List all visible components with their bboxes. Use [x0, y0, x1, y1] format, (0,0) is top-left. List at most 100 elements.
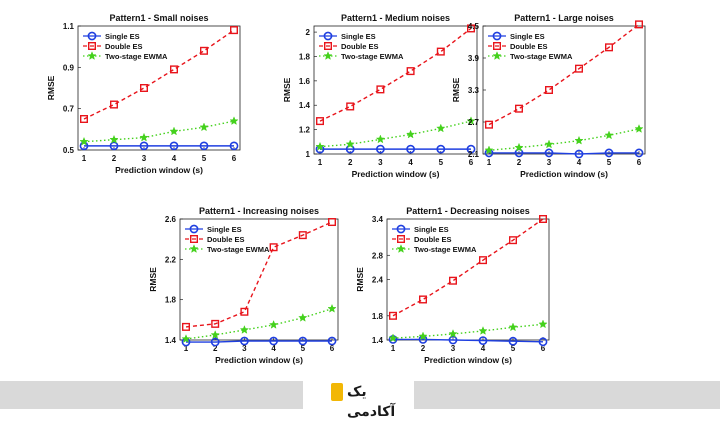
data-point: [298, 336, 308, 346]
plot-frame: [77, 25, 241, 151]
legend-marker: [323, 31, 333, 41]
data-point: [199, 141, 209, 151]
data-point: [545, 85, 554, 94]
y-axis-label: RMSE: [148, 267, 158, 292]
data-point: [448, 335, 458, 345]
data-point: [508, 322, 518, 332]
data-point: [346, 102, 355, 111]
x-tick-label: 2: [421, 344, 426, 353]
data-point: [515, 104, 524, 113]
chart-4: Pattern1 - Increasing noises Prediction w…: [148, 206, 339, 365]
series-two-stage-ewma: [181, 303, 337, 343]
data-point: [575, 64, 584, 73]
x-tick-label: 6: [637, 158, 642, 167]
legend-label: Single ES: [414, 225, 449, 234]
y-axis-label: RMSE: [451, 77, 461, 102]
x-tick-label: 4: [481, 344, 486, 353]
site-logo[interactable]: یک آکادمی: [303, 375, 414, 420]
data-point: [169, 65, 178, 74]
x-tick-label: 2: [112, 154, 117, 163]
x-tick-label: 3: [242, 344, 247, 353]
y-axis-label: RMSE: [282, 77, 292, 102]
chart-title: Pattern1 - Large noises: [514, 13, 614, 23]
series-double-es: [389, 214, 548, 320]
legend-marker: [324, 42, 333, 51]
series-single-es: [79, 141, 239, 151]
data-point: [229, 116, 239, 126]
y-tick-label: 3.9: [468, 54, 480, 63]
data-point: [109, 100, 118, 109]
series-double-es: [485, 20, 644, 129]
x-tick-label: 6: [541, 344, 546, 353]
chart-5: Pattern1 - Decreasing noises Prediction w…: [355, 206, 550, 365]
legend-marker: [189, 224, 199, 234]
legend-label: Double ES: [341, 42, 379, 51]
data-point: [539, 214, 548, 223]
y-tick-label: 2.8: [372, 251, 384, 260]
series-two-stage-ewma: [315, 116, 476, 151]
series-line: [392, 323, 544, 339]
x-tick-label: 2: [213, 344, 218, 353]
data-point: [239, 325, 250, 334]
data-point: [574, 135, 584, 145]
data-point: [316, 117, 325, 126]
data-point: [181, 322, 190, 331]
x-tick-label: 4: [271, 344, 276, 353]
chart-title: Pattern1 - Increasing noises: [199, 206, 319, 216]
data-point: [139, 132, 149, 142]
y-tick-label: 1: [306, 150, 311, 159]
data-point: [634, 148, 644, 158]
data-point: [467, 24, 476, 33]
plot-frame: [386, 218, 550, 341]
data-point: [514, 142, 524, 152]
legend-marker: [87, 31, 97, 41]
data-point: [478, 326, 488, 335]
legend-marker: [189, 244, 199, 253]
series-single-es: [484, 148, 644, 159]
y-tick-label: 1.4: [372, 336, 384, 345]
series-line: [393, 338, 544, 343]
chart-title: Pattern1 - Small noises: [109, 13, 208, 23]
legend-label: Single ES: [510, 32, 545, 41]
data-point: [79, 114, 88, 123]
charts-canvas: Pattern1 - Small noises Prediction window…: [46, 13, 646, 365]
x-tick-label: 3: [451, 344, 456, 353]
data-point: [268, 319, 279, 329]
legend-label: Single ES: [207, 225, 242, 234]
series-line: [319, 120, 472, 148]
data-point: [508, 336, 518, 346]
data-point: [544, 148, 554, 158]
y-tick-label: 2.2: [165, 255, 177, 264]
series-line: [319, 27, 472, 122]
y-tick-label: 4.5: [468, 22, 480, 31]
x-tick-label: 1: [487, 158, 492, 167]
y-tick-label: 0.9: [63, 63, 75, 72]
data-point: [406, 67, 415, 76]
y-tick-label: 1.4: [165, 336, 177, 345]
legend-label: Double ES: [105, 42, 143, 51]
series-line: [186, 340, 332, 343]
data-point: [418, 331, 428, 341]
data-point: [345, 139, 355, 149]
data-point: [405, 129, 416, 139]
legend-label: Double ES: [207, 235, 245, 244]
x-axis-label: Prediction window (s): [115, 165, 203, 175]
x-axis-label: Prediction window (s): [215, 355, 303, 365]
data-point: [328, 218, 337, 227]
data-point: [605, 43, 614, 52]
series-double-es: [316, 24, 476, 126]
chart-1: Pattern1 - Small noises Prediction window…: [46, 13, 241, 175]
data-point: [509, 236, 518, 245]
y-tick-label: 1.8: [372, 312, 384, 321]
series-two-stage-ewma: [484, 124, 644, 155]
data-point: [436, 47, 445, 56]
legend-marker: [396, 244, 406, 253]
legend-marker: [323, 51, 333, 60]
data-point: [604, 148, 614, 158]
data-point: [229, 141, 239, 151]
data-point: [240, 307, 249, 316]
x-tick-label: 5: [301, 344, 306, 353]
